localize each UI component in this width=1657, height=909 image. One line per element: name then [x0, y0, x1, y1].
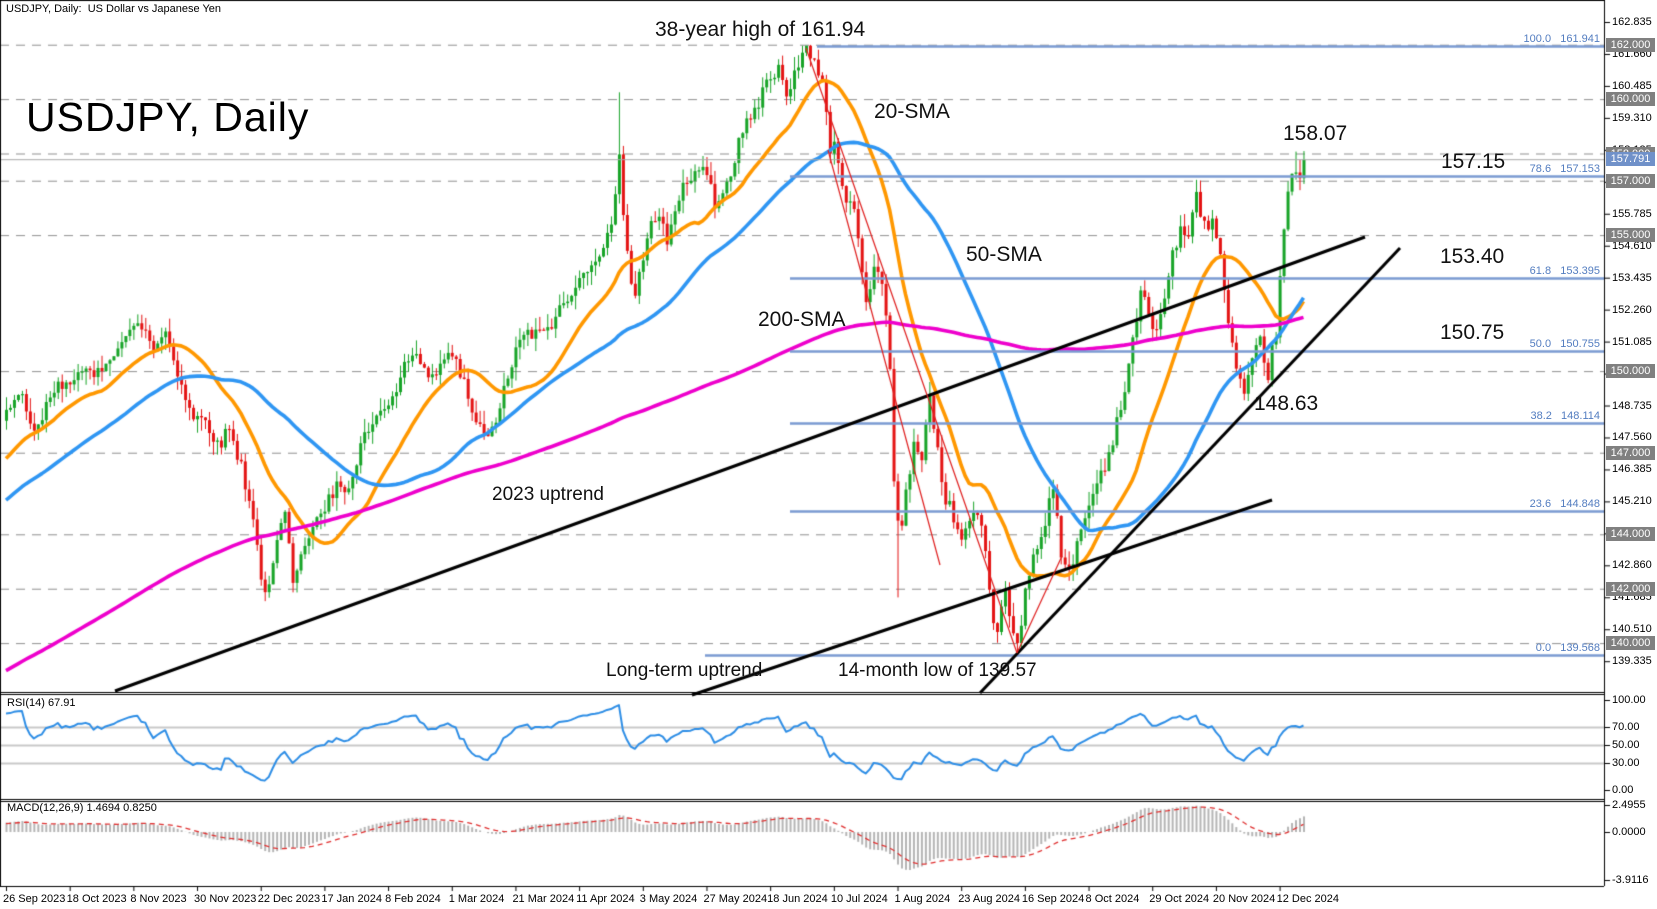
price-grid-label: 155.000 [1606, 228, 1655, 243]
price-grid-label: 150.000 [1606, 364, 1655, 379]
price-tick-label: 139.335 [1612, 655, 1652, 668]
price-grid-label: 160.000 [1606, 92, 1655, 107]
fib-level-label: 38.2 148.114 [1530, 410, 1600, 422]
price-tick-label: 152.260 [1612, 303, 1652, 316]
price-tick-label: 159.310 [1612, 111, 1652, 124]
rsi-axis-label: 50.00 [1612, 739, 1640, 751]
date-tick-label: 8 Nov 2023 [130, 893, 187, 905]
date-tick-label: 12 Dec 2024 [1276, 893, 1339, 905]
chart-annotation: 50-SMA [966, 243, 1042, 266]
chart-annotation: 2023 uptrend [492, 484, 604, 505]
date-tick-label: 11 Apr 2024 [576, 893, 635, 905]
date-tick-label: 1 Aug 2024 [894, 893, 951, 905]
date-tick-label: 3 May 2024 [639, 893, 698, 905]
symbol-watermark: USDJPY, Daily [26, 94, 310, 140]
price-tick-label: 153.435 [1612, 271, 1652, 284]
rsi-indicator-label: RSI(14) 67.91 [7, 697, 76, 709]
date-tick-label: 22 Dec 2023 [257, 893, 321, 905]
chart-annotation: 20-SMA [874, 100, 950, 123]
rsi-axis-label: 30.00 [1612, 757, 1640, 769]
date-tick-label: 27 May 2024 [703, 893, 768, 905]
chart-annotation: 38-year high of 161.94 [655, 18, 866, 41]
date-tick-label: 8 Feb 2024 [385, 893, 441, 905]
price-tick-label: 145.210 [1612, 495, 1652, 508]
current-price-label: 157.791 [1606, 152, 1655, 167]
price-grid-label: 144.000 [1606, 527, 1655, 542]
chart-annotation: 157.15 [1441, 150, 1506, 173]
price-grid-label: 147.000 [1606, 445, 1655, 460]
date-tick-label: 18 Jun 2024 [767, 893, 828, 905]
date-tick-label: 30 Nov 2023 [194, 893, 257, 905]
chart-title: USDJPY, Daily: US Dollar vs Japanese Yen [6, 3, 222, 15]
rsi-axis-label: 0.00 [1612, 784, 1634, 796]
fib-level-label: 0.0 139.568 [1535, 642, 1600, 654]
fib-level-label: 61.8 153.395 [1529, 265, 1600, 277]
price-tick-label: 151.085 [1612, 335, 1652, 348]
price-tick-label: 160.485 [1612, 79, 1652, 92]
price-tick-label: 142.860 [1612, 559, 1652, 572]
chart-annotation: 14-month low of 139.57 [838, 660, 1037, 681]
macd-axis-label: 2.4955 [1612, 799, 1646, 811]
chart-annotation: 153.40 [1440, 245, 1505, 268]
date-tick-label: 1 Mar 2024 [448, 893, 505, 905]
price-tick-label: 146.385 [1612, 463, 1652, 476]
price-grid-label: 162.000 [1606, 37, 1655, 52]
date-tick-label: 16 Sep 2024 [1021, 893, 1085, 905]
chart-annotation: 200-SMA [758, 308, 846, 331]
rsi-axis-label: 100.00 [1612, 694, 1646, 706]
date-tick-label: 10 Jul 2024 [830, 893, 888, 905]
price-tick-label: 147.560 [1612, 431, 1652, 444]
chart-annotation: Long-term uptrend [606, 660, 763, 681]
fib-level-label: 23.6 144.848 [1529, 498, 1600, 510]
fib-level-label: 100.0 161.941 [1523, 33, 1600, 45]
price-tick-label: 154.610 [1612, 239, 1652, 252]
date-tick-label: 17 Jan 2024 [321, 893, 382, 905]
date-tick-label: 29 Oct 2024 [1149, 893, 1210, 905]
macd-indicator-label: MACD(12,26,9) 1.4694 0.8250 [7, 802, 157, 814]
price-grid-label: 140.000 [1606, 636, 1655, 651]
price-grid-label: 157.000 [1606, 173, 1655, 188]
date-tick-label: 26 Sep 2023 [3, 893, 66, 905]
date-tick-label: 21 Mar 2024 [512, 893, 575, 905]
price-tick-label: 155.785 [1612, 207, 1652, 220]
price-tick-label: 148.735 [1612, 399, 1652, 412]
date-tick-label: 23 Aug 2024 [958, 893, 1020, 905]
price-grid-label: 142.000 [1606, 581, 1655, 596]
rsi-axis-label: 70.00 [1612, 721, 1640, 733]
fib-level-label: 50.0 150.755 [1529, 338, 1600, 350]
price-tick-label: 140.510 [1612, 623, 1652, 636]
date-tick-label: 20 Nov 2024 [1212, 893, 1276, 905]
macd-axis-label: -3.9116 [1612, 874, 1649, 886]
date-tick-label: 8 Oct 2024 [1085, 893, 1140, 905]
chart-annotation: 158.07 [1283, 122, 1348, 145]
chart-annotation: 150.75 [1440, 321, 1505, 344]
fib-level-label: 78.6 157.153 [1529, 163, 1600, 175]
date-tick-label: 18 Oct 2023 [66, 893, 127, 905]
price-tick-label: 162.835 [1612, 16, 1652, 28]
chart-annotation: 148.63 [1254, 392, 1319, 415]
macd-axis-label: 0.0000 [1612, 826, 1646, 838]
